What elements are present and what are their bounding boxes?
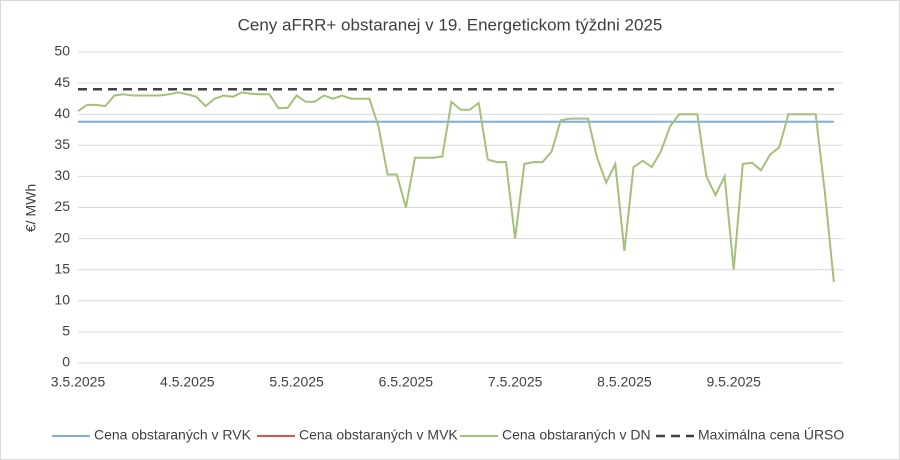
y-tick-label: 20 — [54, 229, 70, 245]
y-tick-label: 45 — [54, 74, 70, 90]
legend-label: Cena obstaraných v DN — [502, 427, 651, 443]
y-tick-label: 15 — [54, 260, 70, 276]
series-line — [77, 91, 835, 283]
y-tick-label: 50 — [54, 43, 70, 59]
y-tick-label: 10 — [54, 292, 70, 308]
x-tick-label: 6.5.2025 — [379, 374, 434, 390]
legend-label: Cena obstaraných v MVK — [299, 427, 458, 443]
x-tick-label: 8.5.2025 — [597, 374, 652, 390]
y-tick-label: 5 — [62, 323, 70, 339]
x-tick-label: 5.5.2025 — [269, 374, 324, 390]
y-tick-label: 40 — [54, 105, 70, 121]
y-tick-label: 30 — [54, 167, 70, 183]
x-tick-label: 9.5.2025 — [706, 374, 761, 390]
y-tick-label: 0 — [62, 354, 70, 370]
y-tick-label: 35 — [54, 136, 70, 152]
x-tick-label: 4.5.2025 — [160, 374, 215, 390]
y-axis-label: €/ MWh — [23, 184, 39, 232]
legend-label: Maximálna cena ÚRSO — [698, 427, 844, 443]
x-tick-label: 3.5.2025 — [51, 374, 106, 390]
x-tick-label: 7.5.2025 — [488, 374, 543, 390]
y-tick-label: 25 — [54, 198, 70, 214]
legend-label: Cena obstaraných v RVK — [94, 427, 252, 443]
chart-title: Ceny aFRR+ obstaranej v 19. Energetickom… — [238, 15, 663, 34]
